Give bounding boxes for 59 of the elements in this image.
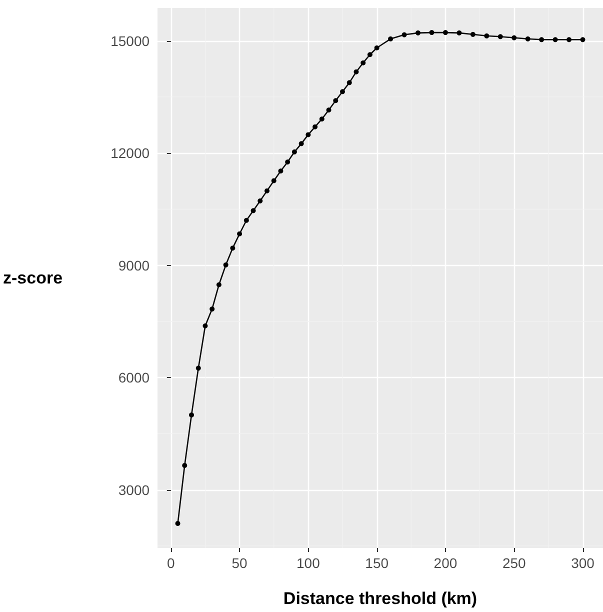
- point: [271, 178, 276, 184]
- point: [388, 36, 394, 42]
- point: [416, 30, 421, 36]
- point: [223, 262, 228, 268]
- point: [278, 168, 284, 174]
- point: [210, 306, 215, 312]
- point: [202, 323, 208, 328]
- point: [442, 30, 448, 36]
- point: [326, 108, 332, 112]
- point: [333, 98, 338, 104]
- point: [402, 32, 407, 38]
- y-tick-label: 9000: [118, 257, 150, 274]
- point: [230, 246, 236, 251]
- point: [346, 80, 352, 86]
- point: [539, 37, 544, 42]
- point: [354, 69, 359, 74]
- point: [292, 149, 297, 154]
- point: [182, 462, 188, 468]
- point: [456, 30, 462, 36]
- x-tick-label: 200: [434, 555, 458, 571]
- point: [498, 34, 503, 40]
- point: [237, 231, 242, 236]
- point: [552, 37, 558, 42]
- point: [175, 520, 180, 526]
- point: [285, 160, 290, 165]
- point: [340, 89, 346, 94]
- point: [374, 45, 380, 50]
- x-tick-label: 100: [296, 555, 320, 571]
- point: [525, 36, 530, 42]
- point: [319, 116, 324, 122]
- y-tick-label: 12000: [110, 145, 150, 162]
- point: [512, 35, 517, 40]
- point: [264, 188, 270, 194]
- point: [360, 60, 366, 66]
- point: [580, 37, 586, 42]
- point: [566, 37, 572, 42]
- point: [470, 32, 476, 37]
- y-axis-title: z-score: [2, 268, 63, 288]
- point: [306, 132, 311, 138]
- x-tick-label: 150: [365, 555, 389, 571]
- point: [189, 412, 194, 418]
- x-tick-label: 50: [232, 555, 248, 571]
- point: [367, 52, 372, 58]
- point: [216, 282, 222, 288]
- x-tick-label: 300: [571, 555, 595, 571]
- point: [429, 30, 434, 36]
- point: [298, 141, 304, 146]
- x-tick-label: 250: [502, 555, 526, 571]
- y-tick-label: 3000: [118, 482, 150, 498]
- x-tick-label: 0: [167, 555, 176, 571]
- x-axis-title: Distance threshold (km): [283, 589, 478, 608]
- point: [250, 208, 256, 214]
- point: [258, 198, 263, 204]
- point: [244, 218, 249, 223]
- point: [312, 124, 318, 130]
- y-tick-label: 15000: [110, 32, 150, 49]
- y-tick-label: 6000: [118, 370, 150, 386]
- point: [484, 33, 490, 38]
- point: [196, 366, 201, 371]
